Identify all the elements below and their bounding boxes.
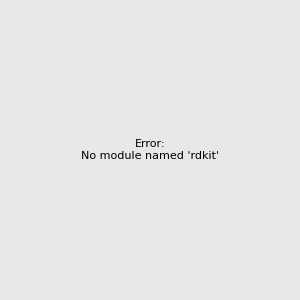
Text: Error:
No module named 'rdkit': Error: No module named 'rdkit' xyxy=(81,139,219,161)
